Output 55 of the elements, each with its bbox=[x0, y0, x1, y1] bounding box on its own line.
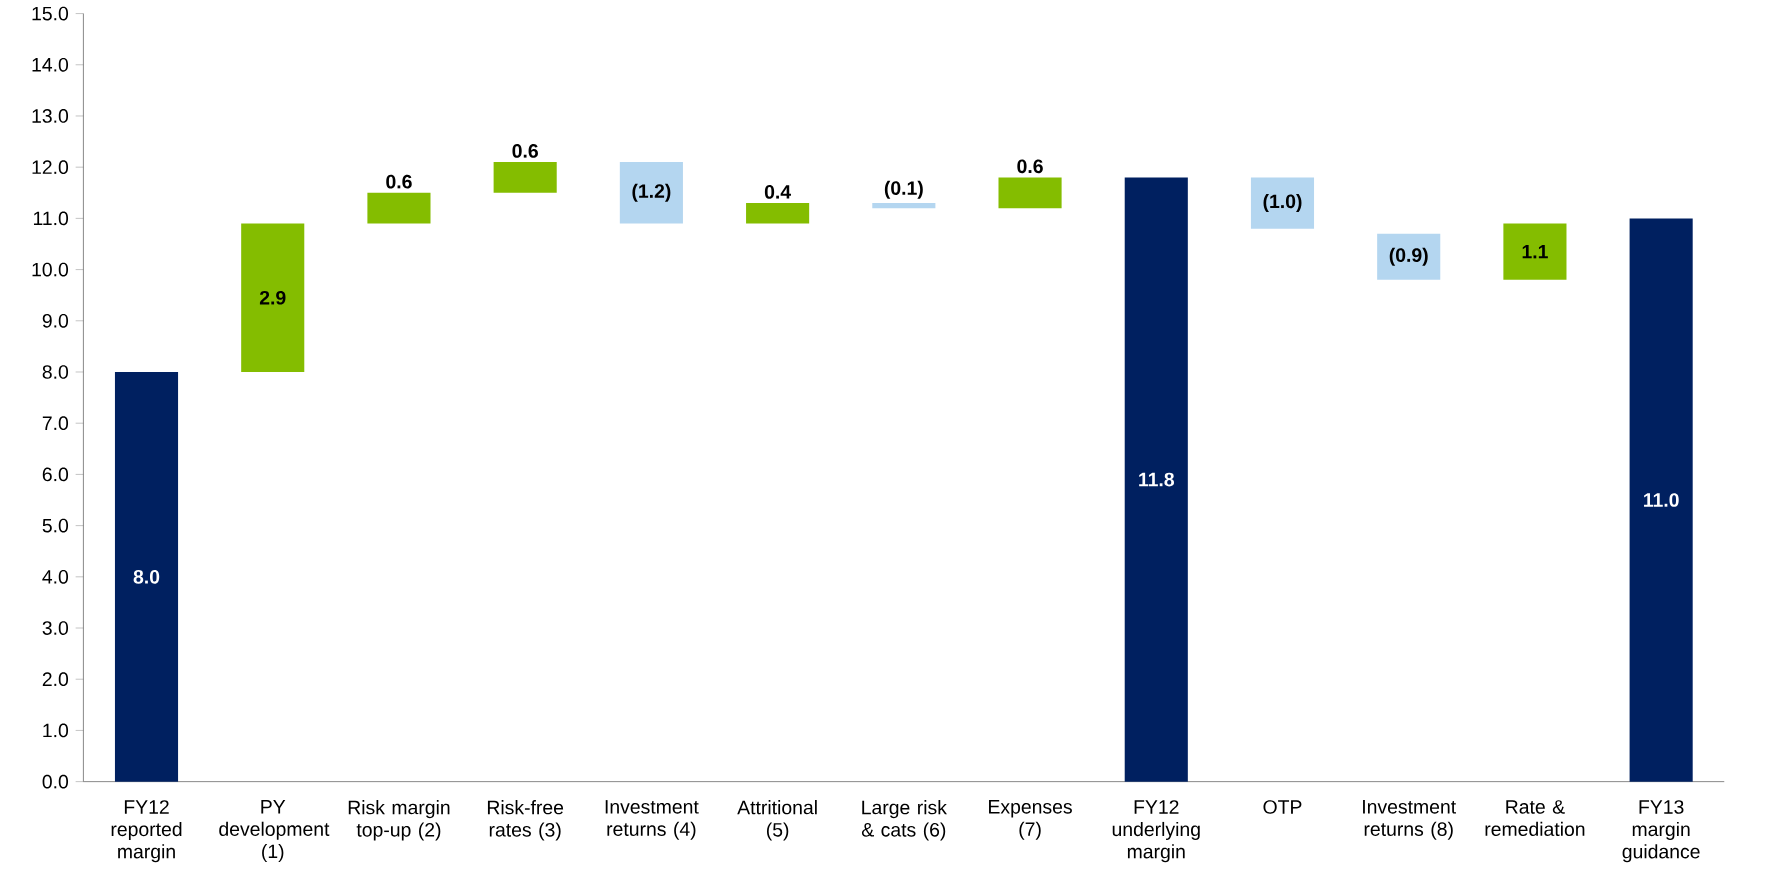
y-tick-label: 12.0 bbox=[32, 160, 69, 175]
y-tick-label: 5.0 bbox=[42, 518, 69, 533]
bar bbox=[1124, 177, 1188, 782]
x-tick-label: OTP bbox=[1263, 800, 1302, 815]
y-tick-label: 8.0 bbox=[42, 365, 69, 380]
y-tick-label: 9.0 bbox=[42, 314, 69, 328]
bar bbox=[493, 162, 557, 193]
y-tick-label: 4.0 bbox=[42, 570, 69, 584]
bar bbox=[241, 223, 305, 373]
x-tick-label: Rate & remediation bbox=[1485, 800, 1585, 837]
data-label: 2.9 bbox=[259, 291, 286, 305]
y-tick-label: 14.0 bbox=[32, 58, 69, 72]
x-tick-label: Large risk & cats (6) bbox=[861, 800, 947, 841]
data-label: 1.1 bbox=[1522, 245, 1548, 259]
data-label: (1.0) bbox=[1263, 194, 1302, 213]
bar bbox=[746, 203, 810, 224]
data-label: 0.6 bbox=[512, 144, 538, 158]
x-tick-label: FY12 underlying margin bbox=[1112, 800, 1200, 863]
data-label: 11.0 bbox=[1644, 493, 1679, 508]
data-label: 11.8 bbox=[1139, 472, 1175, 487]
y-tick-label: 2.0 bbox=[42, 672, 69, 687]
y-tick-label: 15.0 bbox=[32, 6, 69, 21]
y-tick-label: 6.0 bbox=[42, 467, 69, 482]
data-label: 0.4 bbox=[764, 185, 791, 199]
x-tick-label: FY12 reported margin bbox=[111, 800, 182, 863]
data-label: (0.9) bbox=[1389, 247, 1428, 267]
bar bbox=[619, 162, 683, 224]
bar bbox=[1377, 233, 1441, 281]
y-tick-label: 7.0 bbox=[42, 416, 69, 431]
x-tick-label: Investment returns (4) bbox=[605, 800, 699, 840]
x-tick-label: FY13 margin guidance bbox=[1622, 800, 1700, 863]
bar bbox=[114, 372, 179, 782]
y-tick-label: 1.0 bbox=[43, 723, 69, 738]
data-label: 8.0 bbox=[133, 570, 160, 584]
x-tick-label: Risk-free rates (3) bbox=[487, 800, 564, 841]
y-tick-label: 11.0 bbox=[33, 211, 69, 226]
bar bbox=[998, 177, 1062, 209]
data-label: (0.1) bbox=[884, 180, 923, 199]
x-tick-label: PY development (1) bbox=[219, 800, 330, 863]
y-tick-label: 0.0 bbox=[42, 774, 69, 789]
bar bbox=[1250, 177, 1315, 229]
data-label: (1.2) bbox=[632, 183, 671, 202]
y-tick-label: 13.0 bbox=[32, 109, 69, 124]
data-label: 0.6 bbox=[386, 174, 412, 189]
bar bbox=[1503, 223, 1567, 281]
bar bbox=[367, 192, 431, 224]
bar bbox=[1629, 218, 1693, 782]
x-tick-label: Risk margin top-up (2) bbox=[348, 800, 450, 841]
x-tick-label: Expenses (7) bbox=[989, 800, 1072, 840]
y-tick-label: 10.0 bbox=[32, 262, 69, 277]
y-tick-label: 3.0 bbox=[42, 621, 69, 636]
x-tick-label: Attritional (5) bbox=[737, 800, 817, 841]
bar bbox=[872, 203, 936, 209]
x-tick-label: Investment returns (8) bbox=[1363, 800, 1457, 840]
data-label: 0.6 bbox=[1017, 159, 1043, 174]
